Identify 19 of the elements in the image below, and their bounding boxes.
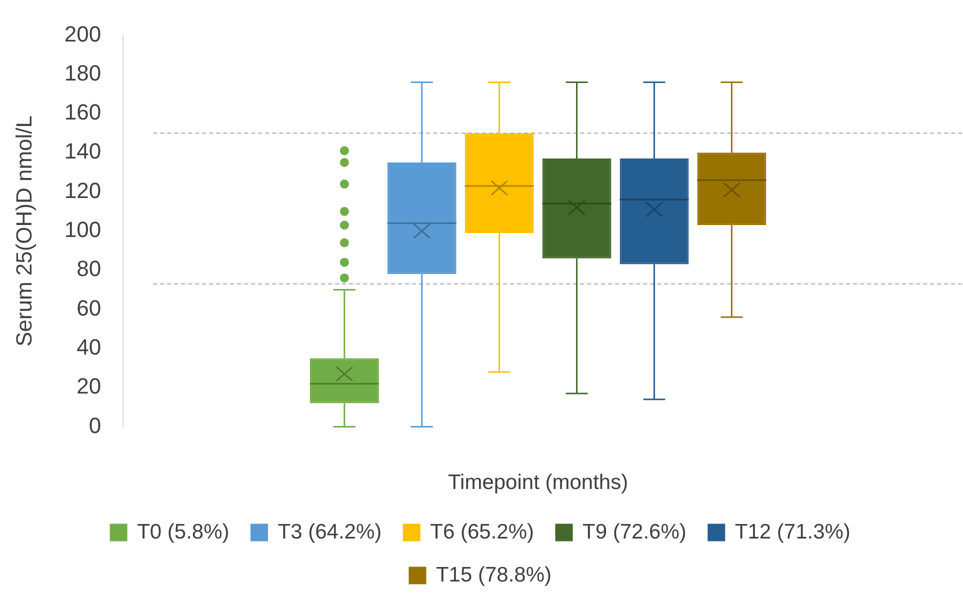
legend-label: T12 (71.3%) — [734, 520, 850, 544]
legend-label: T3 (64.2%) — [278, 520, 382, 544]
y-tick-label: 140 — [64, 138, 102, 164]
y-tick-label: 80 — [76, 256, 102, 282]
y-tick-label: 60 — [76, 295, 102, 320]
x-axis-title: Timepoint (months) — [448, 471, 628, 494]
y-axis-title: Serum 25(OH)D nmol/L — [11, 115, 36, 347]
legend-label: T15 (78.8%) — [436, 563, 552, 586]
y-tick-label: 180 — [64, 60, 102, 86]
y-tick-label: 100 — [64, 217, 102, 242]
legend-label: T9 (72.6%) — [582, 520, 686, 544]
y-tick-label: 160 — [64, 100, 102, 125]
y-tick-label: 120 — [64, 178, 102, 203]
y-tick-label: 200 — [64, 21, 102, 46]
y-tick-label: 40 — [76, 334, 102, 360]
y-tick-label: 20 — [76, 374, 102, 399]
legend-label: T6 (65.2%) — [430, 520, 534, 544]
y-tick-label: 0 — [88, 412, 102, 438]
legend-label: T0 (5.8%) — [137, 520, 230, 544]
